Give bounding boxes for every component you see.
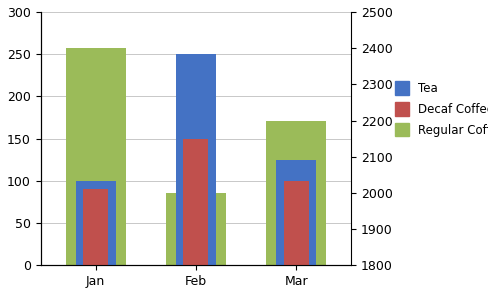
Bar	[83, 189, 108, 265]
Bar	[266, 121, 326, 265]
Bar	[166, 193, 226, 265]
Bar	[276, 160, 316, 265]
Bar	[65, 48, 126, 265]
Bar	[176, 54, 216, 265]
Legend: Tea, Decaf Coffee, Regular Coffee: Tea, Decaf Coffee, Regular Coffee	[395, 81, 488, 137]
Bar	[284, 181, 309, 265]
Bar	[76, 181, 116, 265]
Bar	[183, 139, 208, 265]
